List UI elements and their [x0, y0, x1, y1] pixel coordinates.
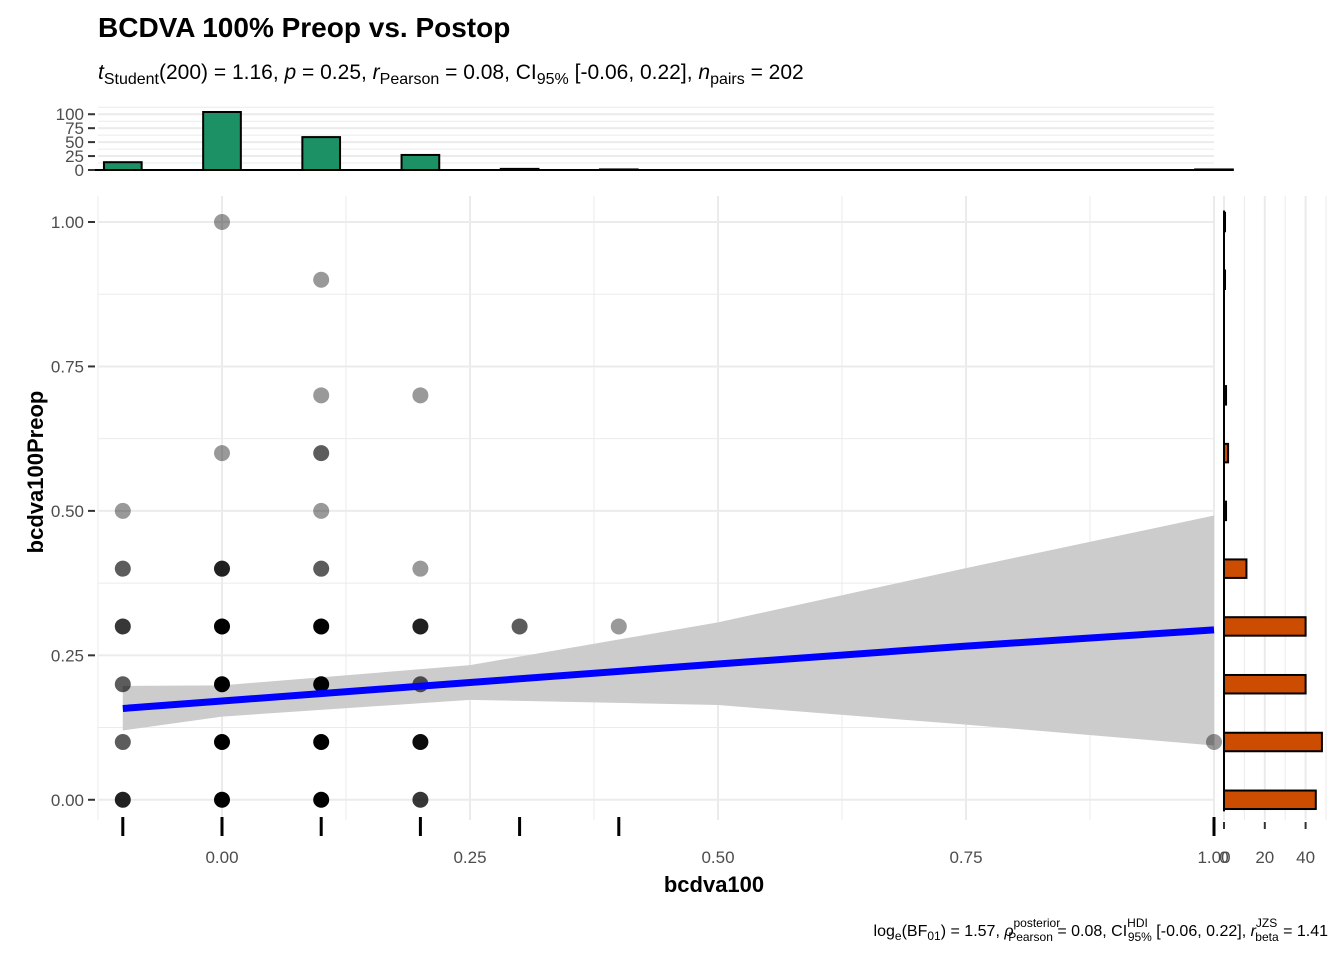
data-point [313, 387, 330, 404]
confidence-ribbon [122, 515, 1214, 746]
x-axis-label: bcdva100 [664, 872, 764, 897]
top-histogram-bar [400, 153, 441, 171]
data-point [214, 676, 230, 693]
x-rug [121, 817, 1216, 836]
x-tick-label: 0.00 [205, 848, 238, 867]
right-histogram-bar [1223, 442, 1230, 464]
right-histogram-bar [1223, 789, 1317, 811]
right-x-tick-label: 40 [1296, 848, 1315, 867]
right-histogram-bar [1223, 500, 1228, 522]
data-point [412, 734, 429, 750]
top-y-tick-label: 100 [56, 105, 84, 124]
regression-line [122, 626, 1215, 712]
data-point [313, 502, 330, 519]
data-point [313, 560, 330, 577]
data-point [313, 445, 330, 462]
x-tick-label: 0.50 [701, 848, 734, 867]
top-histogram-bar [1194, 168, 1234, 171]
top-histogram-bar [202, 111, 242, 171]
right-histogram-bar [1223, 211, 1227, 233]
data-point [610, 618, 627, 635]
top-histogram-grid [98, 106, 1214, 171]
top-y-tick-label: 0 [75, 161, 84, 180]
data-point [214, 618, 230, 635]
data-point [114, 618, 131, 635]
top-y-tick-label: 75 [65, 119, 84, 138]
data-point [313, 734, 330, 750]
data-point [214, 445, 230, 462]
top-y-tick-label: 50 [65, 133, 84, 152]
top-y-tick-label: 25 [65, 147, 84, 166]
top-histogram-bars [93, 111, 1234, 172]
data-point [114, 560, 131, 577]
right-histogram-bar [1223, 673, 1307, 695]
y-tick-label: 0.00 [51, 791, 84, 810]
data-point [214, 734, 230, 750]
right-histogram-grid [1223, 196, 1327, 820]
data-point [313, 791, 330, 808]
data-point [114, 502, 131, 519]
right-histogram-bar [1223, 616, 1307, 637]
y-tick-label: 0.50 [51, 502, 84, 521]
right-histogram-bar [1223, 558, 1248, 579]
right-x-tick-label: 0 [1219, 848, 1228, 867]
right-histogram-bar [1223, 385, 1228, 406]
chart-title: BCDVA 100% Preop vs. Postop [98, 12, 510, 43]
y-tick-label: 0.25 [51, 646, 84, 665]
chart-subtitle: tStudent(200) = 1.16, p = 0.25, rPearson… [98, 61, 804, 88]
data-point [412, 387, 429, 404]
data-point [114, 734, 131, 750]
data-point [313, 271, 330, 288]
x-tick-labels: 0.00 0.25 0.50 0.75 1.00 [205, 848, 1230, 867]
right-histogram-x-ticks: 0 20 40 [1219, 822, 1315, 867]
data-point [412, 618, 429, 635]
data-point [1206, 734, 1222, 750]
right-histogram-bars [1223, 210, 1323, 812]
x-tick-label: 0.25 [453, 848, 486, 867]
data-point [214, 791, 230, 808]
data-point [313, 676, 330, 693]
right-histogram-bar [1223, 269, 1227, 291]
y-tick-label: 1.00 [51, 213, 84, 232]
x-tick-label: 1.00 [1197, 848, 1230, 867]
top-histogram-bar [102, 161, 143, 171]
data-point [114, 676, 131, 693]
y-tick-labels: 0.00 0.25 0.50 0.75 1.00 [51, 213, 95, 810]
data-point [412, 560, 429, 577]
y-tick-label: 0.75 [51, 357, 84, 376]
top-histogram-bar [598, 168, 639, 171]
data-point [313, 618, 330, 635]
x-tick-label: 0.75 [949, 848, 982, 867]
data-point [511, 618, 528, 635]
right-histogram-bar [1223, 731, 1323, 753]
y-axis-label: bcdva100Preop [23, 391, 48, 554]
data-point [214, 214, 230, 230]
data-point [214, 560, 230, 577]
data-point [412, 791, 429, 808]
chart-caption: loge(BF01) = 1.57, ρposterior Pearson = 0… [874, 916, 1329, 944]
data-point [114, 791, 131, 808]
top-histogram-bar [499, 167, 540, 171]
scatter-points [114, 214, 1222, 808]
right-x-tick-label: 20 [1255, 848, 1274, 867]
top-histogram-bar [301, 136, 342, 172]
